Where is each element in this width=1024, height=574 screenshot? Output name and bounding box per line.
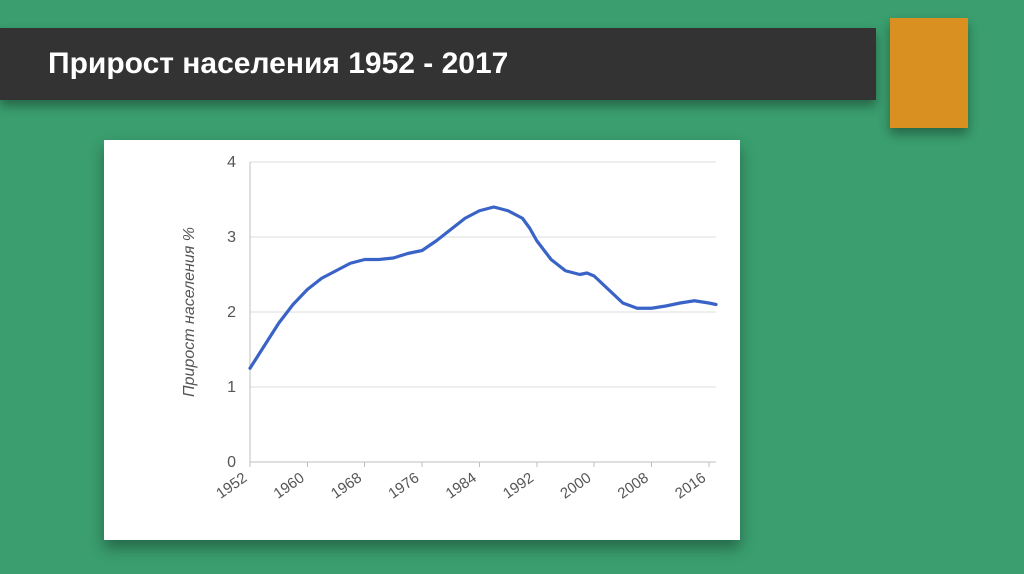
slide-title: Прирост населения 1952 - 2017 — [48, 47, 508, 81]
svg-text:2000: 2000 — [557, 469, 594, 502]
svg-text:1992: 1992 — [500, 469, 537, 502]
svg-text:1: 1 — [227, 379, 236, 396]
slide: Прирост населения 1952 - 2017 0 1 2 3 4 Приро… — [0, 0, 1024, 574]
svg-text:1976: 1976 — [385, 469, 422, 502]
chart-panel: 0 1 2 3 4 Прирост населения % 1952 1960 1968 1976… — [104, 140, 740, 540]
svg-text:1968: 1968 — [328, 469, 365, 502]
svg-text:1960: 1960 — [271, 469, 308, 502]
svg-text:Прирост населения %: Прирост населения % — [181, 227, 198, 397]
svg-text:1952: 1952 — [213, 469, 250, 502]
svg-text:2016: 2016 — [672, 469, 709, 502]
svg-text:2: 2 — [227, 304, 236, 321]
svg-text:1984: 1984 — [443, 469, 480, 502]
svg-text:4: 4 — [227, 154, 236, 171]
title-bar: Прирост населения 1952 - 2017 — [0, 28, 876, 100]
population-growth-chart: 0 1 2 3 4 Прирост населения % 1952 1960 1968 1976… — [104, 140, 740, 540]
svg-text:0: 0 — [227, 454, 236, 471]
svg-text:2008: 2008 — [615, 469, 652, 502]
accent-block — [890, 18, 968, 128]
svg-text:3: 3 — [227, 229, 236, 246]
